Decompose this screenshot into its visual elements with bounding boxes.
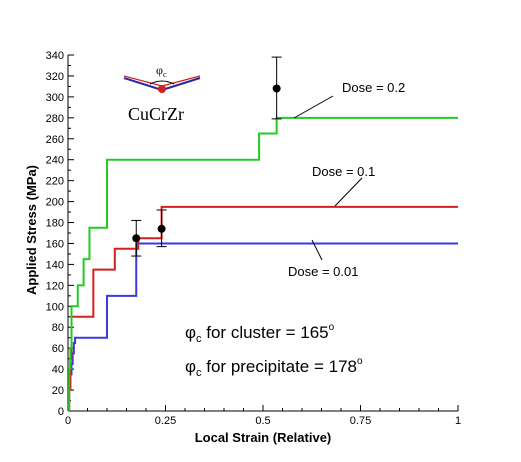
- schematic-line-2: [161, 77, 201, 91]
- data-point: [272, 84, 281, 93]
- schematic-line-3: [123, 75, 163, 87]
- label-dose-0.1: Dose = 0.1: [312, 164, 375, 179]
- schematic-phi: φc: [156, 63, 167, 79]
- y-tick-label: 60: [52, 343, 64, 355]
- error-point-2: [271, 56, 282, 120]
- y-tick-label: 160: [46, 238, 64, 250]
- y-tick-label: 240: [46, 155, 64, 167]
- y-tick-label: 80: [52, 322, 64, 334]
- leader-dose-0.2: [293, 95, 334, 119]
- precipitate-annotation: φc for precipitate = 178o: [185, 356, 363, 379]
- x-tick-label: 0: [65, 415, 71, 427]
- axes: 0 20 40 60 80 100 120 140 160 180 200 220 240 260 280 3…: [46, 50, 461, 427]
- y-tick-label: 180: [46, 218, 64, 230]
- x-tick-label: 1: [455, 415, 461, 427]
- y-tick-label: 320: [46, 71, 64, 83]
- data-point: [157, 224, 166, 233]
- cluster-annotation: φc for cluster = 165o: [185, 322, 335, 345]
- y-tick-label: 200: [46, 197, 64, 209]
- data-point: [132, 234, 141, 243]
- series-line-2: [68, 116, 458, 412]
- x-tick-label: 0.5: [255, 415, 270, 427]
- y-tick-label: 140: [46, 259, 64, 271]
- x-tick-label: 0.25: [155, 415, 176, 427]
- error-bars: [131, 56, 282, 257]
- x-axis-title: Local Strain (Relative): [195, 430, 332, 445]
- schematic-node: [158, 85, 166, 93]
- y-tick-label: 40: [52, 364, 64, 376]
- schematic-line-4: [161, 75, 201, 87]
- leader-dose-0.01: [311, 239, 323, 261]
- leader-dose-0.1: [334, 177, 363, 207]
- y-tick-label: 220: [46, 176, 64, 188]
- schematic-arc: [149, 80, 175, 85]
- y-tick-label: 0: [58, 406, 64, 418]
- y-tick-label: 340: [46, 50, 64, 62]
- label-dose-0.01: Dose = 0.01: [288, 264, 358, 279]
- error-point-0: [131, 219, 142, 257]
- y-tick-label: 120: [46, 280, 64, 292]
- y-axis-title: Applied Stress (MPa): [24, 165, 39, 295]
- label-dose-0.2: Dose = 0.2: [342, 80, 405, 95]
- y-tick-label: 300: [46, 92, 64, 104]
- series-line-1: [68, 205, 458, 412]
- x-tick-label: 0.75: [350, 415, 371, 427]
- y-tick-label: 280: [46, 113, 64, 125]
- error-point-1: [156, 209, 167, 248]
- schematic-line-1: [123, 77, 163, 91]
- y-tick-label: 260: [46, 134, 64, 146]
- y-tick-label: 20: [52, 385, 64, 397]
- material-label: CuCrZr: [128, 104, 184, 124]
- phi-schematic: φc: [123, 63, 201, 93]
- y-tick-label: 100: [46, 301, 64, 313]
- series-layer: [68, 116, 458, 412]
